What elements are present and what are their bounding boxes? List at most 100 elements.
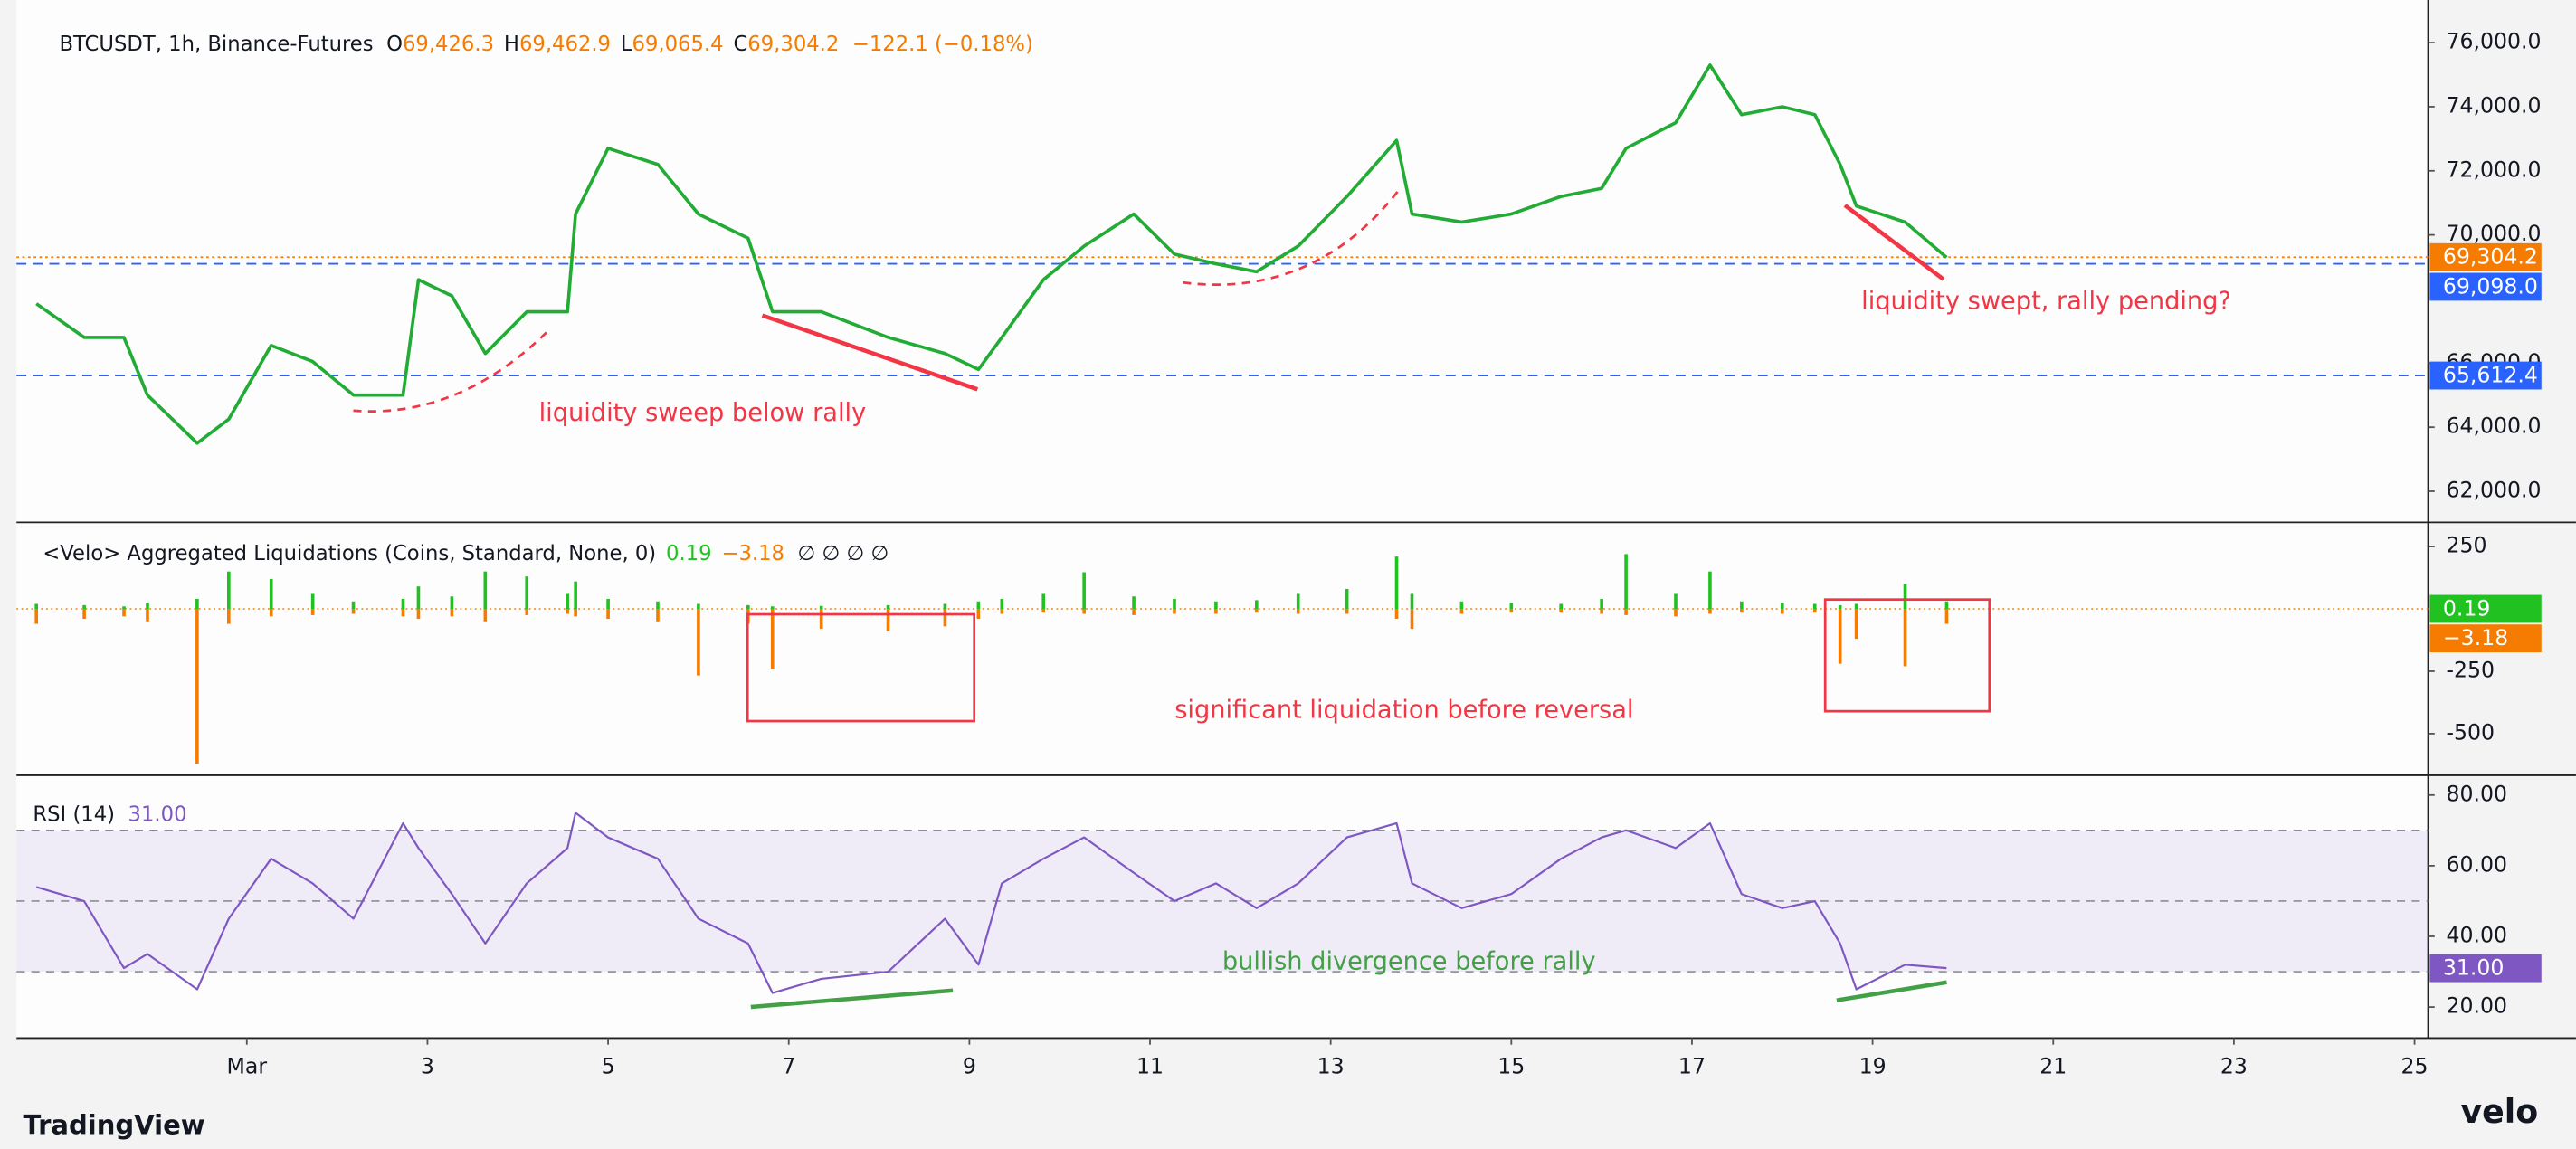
liquidation-bar: [1041, 593, 1046, 610]
liquidation-bar: [146, 603, 149, 610]
annotation: significant liquidation before reversal: [1174, 697, 1633, 725]
liquidation-bar: [416, 586, 421, 610]
rsi-title: RSI (14): [33, 802, 115, 826]
liquidation-bar: [976, 601, 981, 610]
liquidation-bar: [566, 593, 569, 610]
liquidation-bar: [1559, 603, 1564, 610]
liquidation-bar: [227, 609, 231, 624]
price-label: 65,612.4: [2443, 362, 2538, 387]
ohlc-value: 69,304.2: [747, 33, 839, 56]
rsi-legend: RSI (14) 31.00: [33, 802, 186, 826]
liquidation-bar: [1509, 603, 1514, 610]
liquidation-bar: [746, 604, 750, 610]
liquidation-bar: [269, 578, 273, 610]
divergence-line: [750, 988, 954, 1010]
liquidation-bar: [1041, 609, 1046, 613]
ohlc-value: 69,462.9: [519, 33, 611, 56]
y-tick-label: -250: [2446, 657, 2495, 682]
rsi-line: [35, 812, 1947, 994]
price-label-box: [2429, 272, 2542, 301]
liquidation-bar: [450, 609, 454, 617]
x-tick-label: 15: [1497, 1054, 1525, 1079]
liquidation-bar: [34, 603, 39, 610]
ohlc-value: 69,426.3: [403, 33, 494, 56]
liquidation-bar: [1296, 609, 1300, 614]
brand-logo: velo: [2461, 1092, 2539, 1131]
liquidation-bar: [1780, 603, 1784, 610]
price-label-box: [2429, 954, 2542, 983]
liquidation-bar: [770, 609, 775, 669]
liquidation-bar: [1854, 609, 1858, 640]
liquidation-bar: [1600, 609, 1603, 614]
liq-long-value: 0.19: [666, 541, 712, 565]
drawings: [353, 187, 1991, 1010]
liquidation-bar: [1944, 609, 1949, 624]
liquidation-bar: [416, 609, 421, 620]
liquidation-bar: [606, 609, 610, 620]
x-tick-label: 13: [1317, 1054, 1345, 1079]
liquidation-bar: [976, 609, 981, 620]
rsi-value: 31.00: [128, 802, 187, 826]
y-tick-label: 74,000.0: [2446, 92, 2541, 118]
y-tick-label: 20.00: [2446, 993, 2507, 1019]
liquidation-bar: [943, 603, 947, 610]
liquidation-bar: [483, 571, 488, 610]
x-tick-label: 3: [421, 1054, 434, 1079]
liq-placeholders: ∅ ∅ ∅ ∅: [798, 541, 889, 565]
liquidation-bar: [770, 606, 775, 610]
price-label: 69,098.0: [2443, 273, 2538, 299]
liquidation-bar: [525, 609, 529, 615]
liquidation-bar: [886, 609, 890, 631]
liquidation-bar: [146, 609, 149, 622]
x-tick-label: 21: [2039, 1054, 2067, 1079]
liquidation-bar: [351, 609, 356, 614]
x-tick-label: 17: [1678, 1054, 1706, 1079]
y-tick-label: 250: [2446, 533, 2486, 558]
liquidation-bar: [401, 609, 405, 617]
liquidation-bar: [1674, 609, 1678, 617]
x-tick-label: 23: [2220, 1054, 2248, 1079]
ohlc-key: H: [504, 33, 519, 56]
liquidation-bar: [310, 593, 315, 610]
annotation: bullish divergence before rally: [1222, 947, 1596, 975]
liquidation-bar: [1173, 599, 1176, 610]
liquidation-bar: [656, 601, 660, 610]
liquidation-bar: [1509, 609, 1514, 613]
x-tick-label: Mar: [227, 1054, 268, 1079]
liquidation-bar: [1838, 604, 1842, 610]
plot-area: [16, 0, 2429, 1039]
liquidation-bar: [819, 605, 823, 610]
trend-line: [761, 313, 979, 392]
liquidation-bar: [1394, 609, 1399, 620]
liquidation-bar: [122, 606, 126, 610]
y-tick-label: 72,000.0: [2446, 157, 2541, 182]
brand-logo: TradingView: [24, 1109, 205, 1140]
divergence-line: [1836, 980, 1947, 1002]
liquidation-bar: [1812, 603, 1817, 610]
liquidation-bar: [1903, 584, 1907, 610]
liquidation-bar: [1708, 609, 1712, 614]
liquidation-bar: [1780, 609, 1784, 614]
x-tick-label: 25: [2401, 1054, 2429, 1079]
liquidation-bar: [566, 609, 569, 614]
price-label-box: [2429, 594, 2542, 623]
trend-line: [1843, 204, 1945, 281]
liquidation-bar: [483, 609, 488, 622]
liquidation-bar: [1624, 554, 1628, 610]
liquidation-bar: [1000, 609, 1004, 614]
liquidation-bar: [697, 603, 700, 610]
liquidation-bar: [1708, 571, 1712, 610]
liquidation-bar: [1394, 556, 1399, 610]
liquidation-bar: [269, 609, 273, 617]
liquidation-bar: [819, 609, 823, 630]
y-tick-label: 80.00: [2446, 781, 2507, 806]
annotation: liquidity sweep below rally: [539, 399, 867, 427]
liquidation-bar: [195, 599, 199, 610]
price-line: [35, 63, 1948, 445]
liquidation-bar: [697, 609, 700, 676]
x-tick-label: 5: [602, 1054, 615, 1079]
y-tick-label: 62,000.0: [2446, 477, 2541, 502]
x-tick-label: 11: [1136, 1054, 1164, 1079]
x-tick-label: 19: [1859, 1054, 1887, 1079]
